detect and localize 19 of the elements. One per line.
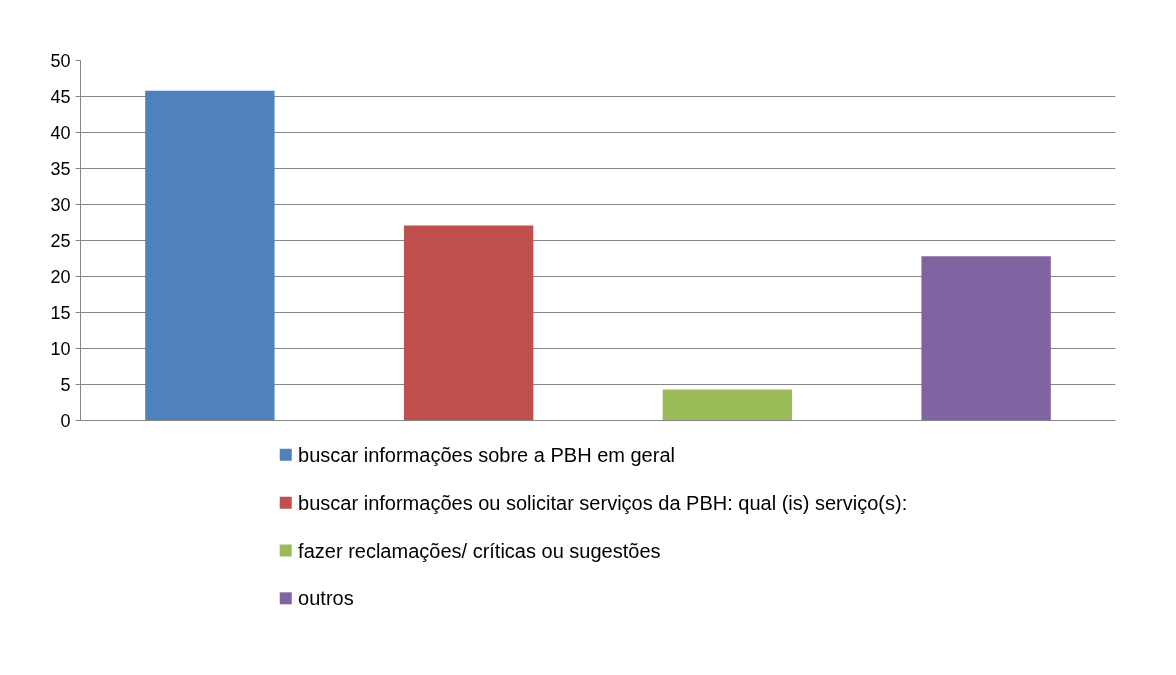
y-tick-label: 40: [50, 123, 71, 143]
bar: [921, 256, 1051, 421]
bar: [662, 389, 793, 421]
y-tick-label: 0: [60, 411, 71, 431]
y-tick-label: 45: [50, 87, 71, 107]
y-tick-label: 25: [50, 231, 71, 251]
y-tick-label: 20: [50, 267, 71, 287]
legend-label: outros: [298, 587, 354, 610]
legend-label: buscar informações ou solicitar serviços da PBH: qual (is) serviço(s):: [298, 491, 908, 514]
legend-label: fazer reclamações/ críticas ou sugestões: [298, 539, 661, 562]
bar: [145, 90, 275, 421]
y-tick-label: 10: [50, 339, 71, 359]
bar: [403, 225, 534, 421]
y-tick-label: 50: [50, 51, 71, 71]
y-tick-label: 15: [50, 303, 71, 323]
y-tick-label: 35: [50, 159, 71, 179]
legend-label: buscar informações sobre a PBH em geral: [298, 443, 675, 466]
y-tick-label: 30: [50, 195, 71, 215]
y-tick-label: 5: [60, 375, 71, 395]
